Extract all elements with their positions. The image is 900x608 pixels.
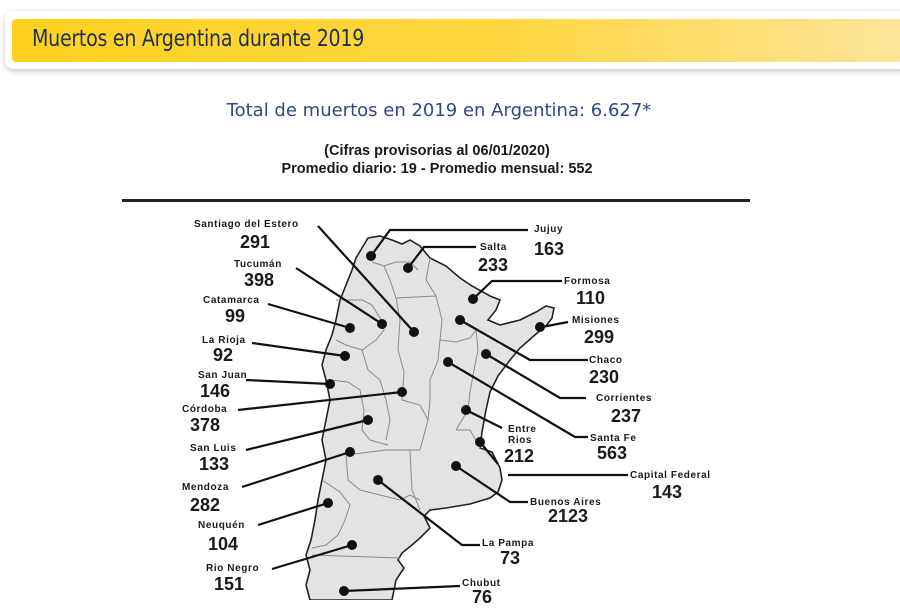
province-value: 133	[199, 454, 230, 474]
province-label: Entre Rios	[508, 424, 537, 446]
province-label: San Luis	[190, 443, 237, 454]
province-value: 99	[225, 306, 246, 326]
province-label: Buenos Aires	[530, 497, 602, 508]
province-value: 163	[534, 239, 565, 259]
province-value: 104	[208, 534, 239, 554]
province-label: Formosa	[564, 276, 611, 287]
province-value: 237	[611, 406, 642, 426]
province-label: Corrientes	[596, 393, 653, 404]
province-label: Jujuy	[534, 224, 564, 235]
province-value: 233	[478, 255, 509, 275]
province-value: 299	[584, 327, 615, 347]
province-value: 212	[504, 446, 535, 466]
averages-line: Promedio diario: 19 - Promedio mensual: …	[281, 161, 593, 177]
province-label: Tucumán	[234, 259, 282, 270]
total-deaths-heading: Total de muertos en 2019 en Argentina: 6…	[226, 100, 652, 121]
header-band	[12, 19, 900, 62]
province-label: La Pampa	[482, 538, 535, 549]
province-value: 146	[200, 381, 231, 401]
province-label: La Rioja	[202, 335, 246, 346]
province-value: 398	[244, 270, 275, 290]
province-label: Santa Fe	[590, 433, 637, 444]
province-value: 143	[652, 482, 683, 502]
province-label: Salta	[480, 242, 507, 253]
province-label: Santiago del Estero	[194, 219, 299, 230]
province-label: Chubut	[462, 578, 501, 589]
province-label: San Juan	[198, 370, 248, 381]
province-value: 2123	[548, 506, 589, 526]
page-title: Muertos en Argentina durante 2019	[32, 26, 365, 52]
province-label: Misiones	[572, 315, 620, 326]
province-value: 110	[576, 288, 606, 308]
provisional-note: (Cifras provisorias al 06/01/2020)	[324, 143, 550, 159]
province-label: Córdoba	[182, 404, 228, 415]
province-value: 76	[472, 587, 493, 607]
province-value: 563	[597, 443, 628, 463]
province-label: Rio Negro	[206, 563, 260, 574]
province-value: 291	[240, 232, 271, 252]
province-label: Catamarca	[203, 295, 260, 306]
province-value: 92	[213, 345, 234, 365]
province-value: 378	[190, 415, 221, 435]
province-value: 230	[589, 367, 620, 387]
province-label: Chaco	[589, 355, 623, 366]
province-label: Capital Federal	[630, 470, 711, 481]
province-value: 151	[214, 574, 245, 594]
province-label: Neuquén	[198, 520, 245, 531]
province-value: 282	[190, 495, 221, 515]
province-value: 73	[500, 548, 521, 568]
divider	[122, 199, 750, 202]
province-label: Mendoza	[182, 482, 229, 493]
